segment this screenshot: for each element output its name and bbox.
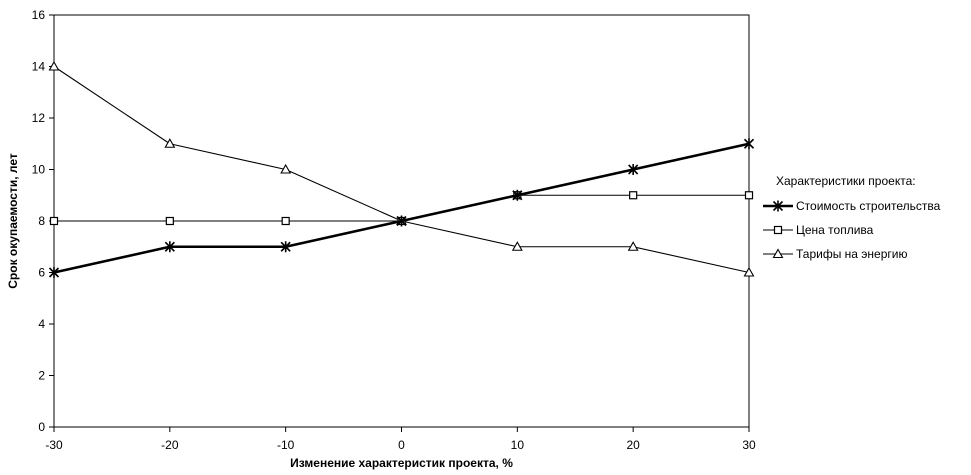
y-axis-ticks: 0 2 4 6 8 10 12 14 16: [32, 8, 54, 434]
data-point-square: [49, 216, 59, 226]
series-triangle: [48, 60, 755, 277]
data-point-square: [281, 216, 290, 226]
legend-marker-triangle: [772, 248, 784, 259]
x-axis-ticks: -30 -20 -10 0 10 20 30: [45, 427, 756, 452]
data-point-square: [165, 216, 174, 226]
x-tick-label: -20: [161, 438, 179, 452]
data-point-triangle: [511, 241, 523, 251]
legend-item: Цена топлива: [763, 223, 874, 237]
legend-label: Стоимость строительства: [796, 199, 941, 213]
legend-marker-square: [773, 225, 783, 235]
legend-title: Характеристики проекта:: [776, 174, 916, 188]
y-axis-title: Срок окупаемости, лет: [6, 153, 20, 289]
x-tick-label: 20: [626, 438, 640, 452]
y-tick-label: 14: [32, 60, 46, 74]
data-point-triangle: [280, 163, 292, 174]
series-asterisk: [48, 138, 755, 278]
x-tick-label: 10: [511, 438, 525, 452]
data-point-triangle: [743, 266, 755, 277]
data-point-triangle: [48, 60, 60, 71]
legend-item: Тарифы на энергию: [763, 247, 908, 261]
legend-item: Стоимость строительства: [763, 199, 941, 213]
legend-label: Тарифы на энергию: [796, 247, 908, 261]
y-tick-label: 8: [38, 214, 45, 228]
x-tick-label: -10: [277, 438, 295, 452]
y-tick-label: 4: [38, 317, 45, 331]
series-layer: [48, 60, 755, 278]
x-tick-label: -30: [45, 438, 63, 452]
legend-items: Стоимость строительства Цена топлива Тариф…: [763, 199, 941, 261]
x-tick-label: 0: [398, 438, 405, 452]
y-tick-label: 12: [32, 111, 46, 125]
x-tick-label: 30: [742, 438, 756, 452]
series-line-triangle: [53, 66, 750, 274]
data-point-triangle: [627, 241, 639, 251]
y-tick-label: 6: [38, 266, 45, 280]
series-line-asterisk: [53, 142, 750, 274]
legend-label: Цена топлива: [796, 223, 874, 237]
y-tick-label: 10: [32, 163, 46, 177]
data-point-square: [744, 191, 754, 200]
y-tick-label: 16: [32, 8, 46, 22]
x-axis-title: Изменение характеристик проекта, %: [290, 456, 513, 470]
y-tick-label: 0: [38, 420, 45, 434]
data-point-square: [629, 191, 638, 200]
y-tick-label: 2: [38, 369, 45, 383]
legend: Характеристики проекта: Стоимость строит…: [763, 174, 941, 261]
data-point-triangle: [164, 138, 176, 148]
